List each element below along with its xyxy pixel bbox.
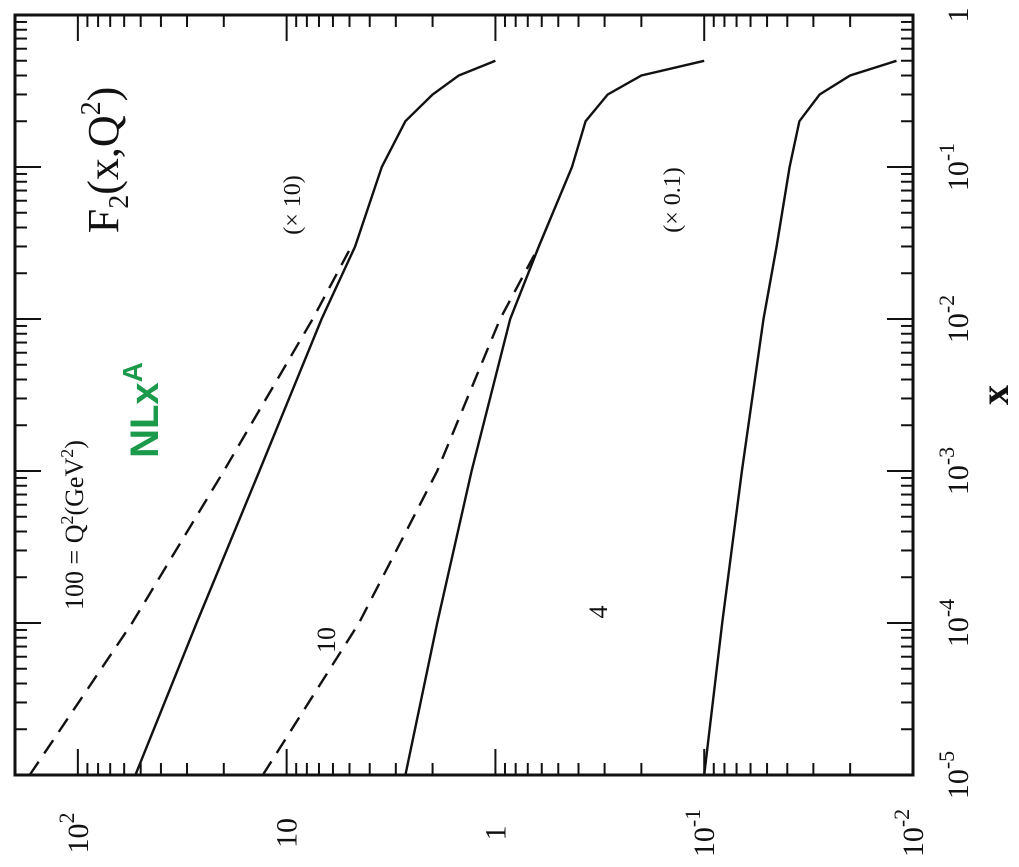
nlxa-annotation: NLxA <box>117 362 167 458</box>
series-label-q2-10: 10 <box>312 627 341 653</box>
series-label-q2-100: 100 = Q2(GeV2) <box>57 440 89 610</box>
series-line-2 <box>404 59 705 776</box>
series-line-0 <box>134 59 496 776</box>
y-tick-label: 10-1 <box>680 809 721 857</box>
y-tick-label: 1 <box>479 826 512 841</box>
y-tick-label: 10 <box>271 818 304 848</box>
y-tick-label: 10-2 <box>889 809 930 857</box>
y-tick-label: 102 <box>54 813 95 854</box>
x-tick-label: 10-1 <box>934 143 975 191</box>
x-axis-label: x <box>972 385 1017 405</box>
x-tick-label: 10-2 <box>934 295 975 343</box>
x-tick-label: 10-3 <box>934 447 975 495</box>
series-line-3 <box>261 245 540 776</box>
x-tick-label: 1 <box>942 8 975 23</box>
x-tick-label: 10-5 <box>934 751 975 799</box>
plot-frame <box>13 13 915 777</box>
chart-title: F2(x,Q2) <box>76 87 135 234</box>
series-label-q2-4: 4 <box>584 606 613 619</box>
x-tick-label: 10-4 <box>934 599 975 647</box>
series-scale-label-x10: (× 10) <box>280 175 306 235</box>
series-scale-label-x0.1: (× 0.1) <box>660 167 686 233</box>
curves <box>28 59 897 776</box>
series-line-4 <box>703 59 897 776</box>
axes: 10-5 10-4 10-3 10-2 10-1 1 102 10 1 10-1 10-2 <box>13 8 975 857</box>
labels: F2(x,Q2) NLxA x 100 = Q2(GeV2) (× 10) 10… <box>57 87 1017 653</box>
